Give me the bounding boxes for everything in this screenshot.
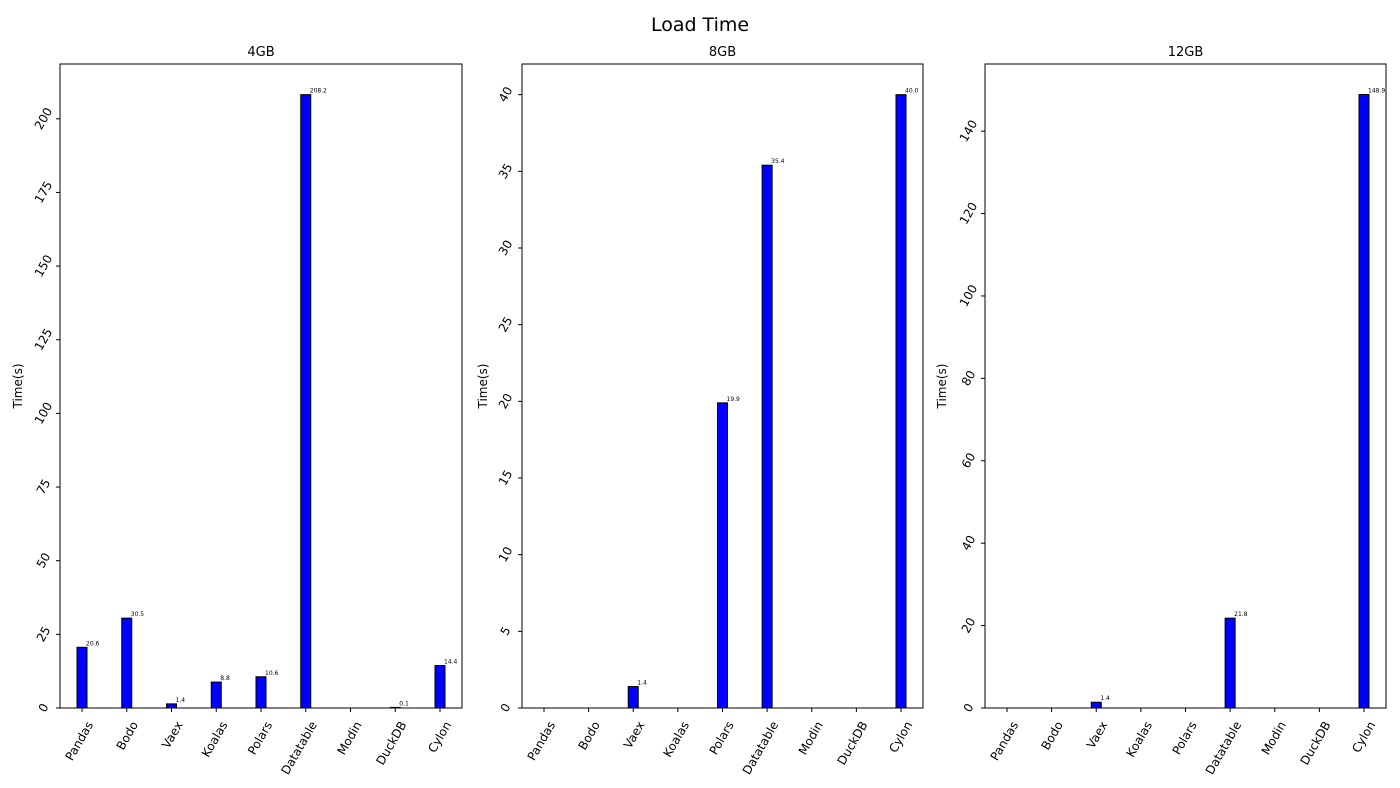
bar-datatable [300,94,312,709]
y-tick-label: 10 [496,544,516,564]
bar-pandas [76,646,88,709]
panel-title: 4GB [247,45,274,60]
y-tick-label: 15 [496,468,516,488]
bar-vaex [166,703,177,709]
y-tick-label: 30 [496,238,516,258]
y-tick-label: 25 [496,314,516,334]
bar-vaex [1090,701,1102,709]
y-tick-label: 25 [34,624,54,644]
bar-cylon [1358,93,1370,709]
bar-value-label: 30.5 [131,611,145,618]
bar-value-label: 208.2 [310,88,327,95]
y-tick-label: 40 [496,84,516,104]
bar-vaex [627,686,639,709]
y-tick-label: 35 [496,161,516,181]
y-tick-label: 80 [959,368,979,388]
bar-polars [717,402,728,709]
bar-value-label: 1.4 [637,680,647,687]
bar-value-label: 14.4 [444,659,458,666]
bar-datatable [1224,617,1236,709]
bar-value-label: 19.9 [727,396,741,403]
bar-value-label: 10.6 [265,670,279,677]
bar-datatable [761,164,773,709]
bar-cylon [895,94,907,709]
y-tick-label: 60 [959,450,979,470]
bar-duckdb [389,706,401,709]
y-tick-label: 40 [959,533,979,553]
y-tick-label: 20 [959,615,979,635]
bar-value-label: 0.1 [399,700,409,707]
bar-value-label: 20.6 [86,640,100,647]
panel-title: 12GB [1168,45,1204,60]
y-tick-label: 75 [34,477,54,497]
bar-value-label: 148.9 [1368,87,1385,94]
bar-polars [255,676,267,709]
bar-cylon [434,665,446,709]
bar-koalas [210,681,222,709]
y-axis-label: Time(s) [476,364,490,410]
bar-value-label: 35.4 [771,158,785,165]
bar-value-label: 8.8 [220,675,230,682]
bar-value-label: 40.0 [905,88,919,95]
y-tick-label: 20 [496,391,516,411]
bar-value-label: 1.4 [176,697,186,704]
bar-value-label: 1.4 [1100,695,1110,702]
panel-title: 8GB [709,45,736,60]
y-tick-label: 50 [34,550,54,570]
bar-value-label: 21.8 [1234,611,1248,618]
figure-title: Load Time [651,14,749,36]
y-axis-label: Time(s) [11,364,25,410]
bar-bodo [121,617,133,709]
y-axis-label: Time(s) [935,364,949,410]
